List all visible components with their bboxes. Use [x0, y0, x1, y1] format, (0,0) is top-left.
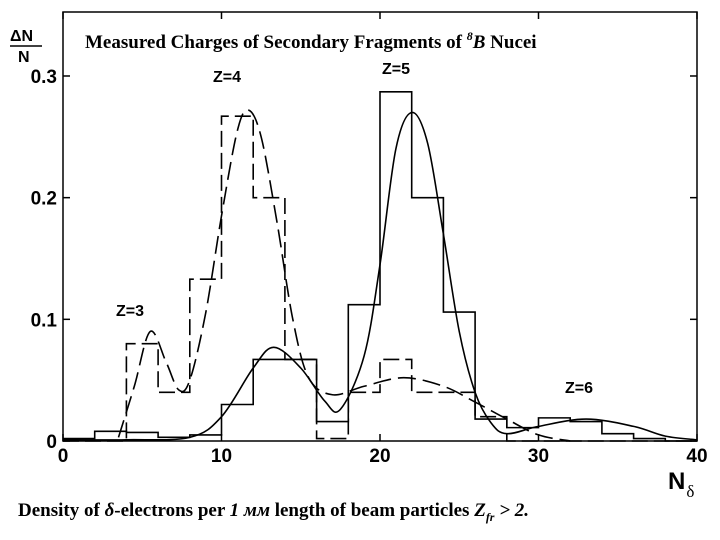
fit-curve-z4 [117, 109, 571, 442]
x-tick-label-30: 30 [528, 446, 549, 467]
x-axis-label-sub: δ [686, 482, 694, 501]
y-axis-label-numerator: ΔN [10, 28, 33, 45]
histogram-bin-z4-2 [126, 344, 158, 441]
fit-curves-layer [62, 109, 698, 442]
y-tick-label-0.1: 0.1 [31, 310, 58, 331]
histogram-bin-z4-10 [380, 359, 412, 441]
chart-title: Measured Charges of Secondary Fragments … [85, 29, 537, 53]
histogram-layer [63, 91, 697, 442]
histogram-bin-z4-13 [475, 417, 507, 441]
x-tick-label-40: 40 [686, 446, 707, 467]
figure-caption: Density of δ-electrons per 1 мм length o… [18, 500, 708, 525]
caption-part3: length of beam particles [269, 500, 475, 521]
histogram-bin-z4-4 [190, 279, 222, 441]
ticks-layer: 0 10 20 30 40 0 0.1 0.2 0.3 [31, 12, 708, 467]
histogram-bin-z5-17 [602, 434, 634, 441]
title-nucleus: B [472, 32, 486, 53]
histogram-outline-z5 [63, 91, 697, 442]
title-main: Measured Charges of Secondary Fragments … [85, 32, 467, 53]
caption-z: Z [474, 500, 486, 521]
annotation-z5: Z=5 [382, 61, 410, 78]
y-tick-label-0.3: 0.3 [31, 67, 57, 88]
caption-part1: Density of [18, 500, 105, 521]
title-superscript: 8 [467, 29, 473, 43]
caption-unit: 1 мм [229, 500, 270, 521]
histogram-bin-z4-11 [412, 392, 444, 441]
y-tick-label-0: 0 [46, 432, 57, 453]
x-tick-label-20: 20 [369, 446, 390, 467]
y-axis-label-denominator: N [18, 49, 30, 66]
caption-part4: > 2. [494, 500, 530, 521]
histogram-bin-z4-9 [348, 392, 380, 441]
histogram-bin-z5-16 [570, 422, 602, 441]
annotation-z4: Z=4 [213, 69, 241, 86]
annotation-z6: Z=6 [565, 380, 593, 397]
histogram-bin-z4-7 [285, 359, 317, 441]
x-tick-label-10: 10 [211, 446, 232, 467]
caption-part2: -electrons per [114, 500, 230, 521]
caption-delta: δ [104, 500, 115, 521]
histogram-bin-z5-14 [507, 428, 539, 441]
x-axis-label-main: N [668, 468, 685, 495]
x-axis-label: Nδ [668, 468, 694, 501]
histogram-bin-z4-3 [158, 392, 190, 441]
histogram-bin-z4-8 [317, 439, 349, 441]
fit-curve-z5 [62, 111, 698, 441]
histogram-outline-z4 [63, 115, 697, 442]
y-tick-label-0.2: 0.2 [31, 189, 57, 210]
histogram-bin-z4-6 [253, 198, 285, 441]
title-tail: Nucei [485, 32, 536, 53]
caption-z-sub: fr [485, 509, 495, 524]
annotation-z3: Z=3 [116, 303, 144, 320]
x-tick-label-0: 0 [58, 446, 69, 467]
